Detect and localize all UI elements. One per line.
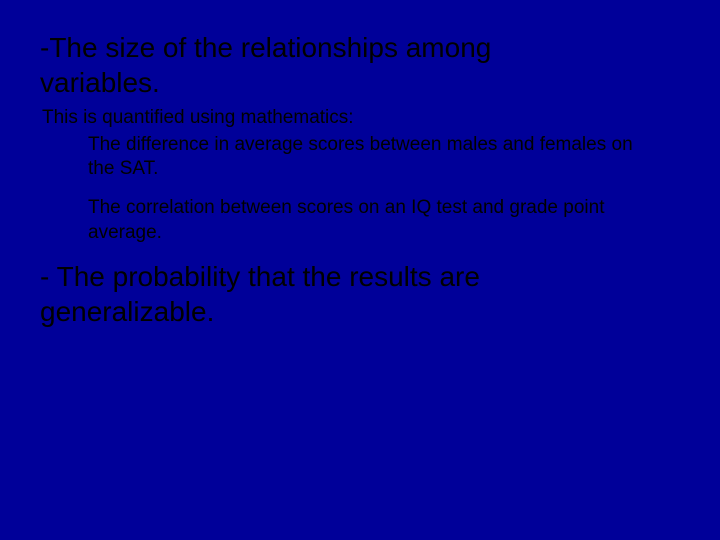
heading-1-line-1: -The size of the relationships among [40,32,491,63]
heading-1-line-2: variables. [40,67,160,98]
example-1: The difference in average scores between… [88,133,648,182]
slide-content: -The size of the relationships among var… [0,0,720,540]
heading-2-line-2: generalizable. [40,296,214,327]
heading-1: -The size of the relationships among var… [40,30,680,100]
heading-2: - The probability that the results are g… [40,259,680,329]
sub-intro: This is quantified using mathematics: [42,106,680,131]
example-2: The correlation between scores on an IQ … [88,196,648,245]
heading-2-line-1: - The probability that the results are [40,261,480,292]
